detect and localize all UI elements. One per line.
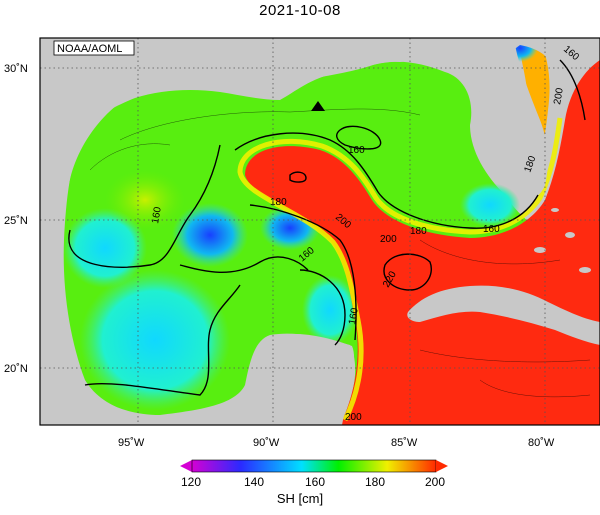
triangle-marker: [311, 101, 325, 111]
lon-label: 80˚W: [528, 437, 555, 449]
graticule: [40, 38, 600, 425]
contour-label: 160: [483, 224, 500, 235]
contour-label: 200: [380, 234, 397, 245]
contour-label: 160: [348, 145, 365, 156]
map-frame: [39, 37, 600, 426]
loop-current-edge: [237, 117, 563, 422]
bahamas-island-1: [534, 247, 546, 253]
contour-label: 200: [552, 87, 566, 106]
cuba-island: [407, 285, 600, 345]
central-eddy-low-1: [172, 203, 248, 267]
contour-label: 180: [410, 226, 427, 237]
lon-label: 95˚W: [118, 437, 145, 449]
contour-label: 160: [347, 307, 361, 326]
lat-label: 30˚N: [4, 63, 28, 75]
lon-label: 90˚W: [253, 437, 280, 449]
bahamas-island-2: [565, 232, 575, 238]
contour-label: 180: [270, 197, 287, 208]
mexico-land: [40, 130, 250, 425]
colorbar: [191, 459, 437, 473]
colorbar-max-arrow: [436, 460, 448, 472]
west-warm-patch: [105, 170, 185, 230]
colorbar-tick: 160: [305, 475, 325, 489]
thin-contour-lines: [89, 108, 591, 398]
lat-label: 20˚N: [4, 363, 28, 375]
bahamas-island-3: [579, 267, 591, 273]
loop-current-warm-water: [245, 60, 600, 425]
credit-text: NOAA/AOML: [57, 43, 122, 55]
lat-label: 25˚N: [4, 215, 28, 227]
bahamas-island-4: [551, 208, 559, 212]
colorbar-tick: 140: [244, 475, 264, 489]
lon-label: 85˚W: [391, 437, 418, 449]
colorbar-tick: 180: [365, 475, 385, 489]
us-coastline: [40, 38, 600, 135]
colorbar-tick: 120: [181, 475, 201, 489]
colorbar-tick: 200: [425, 475, 445, 489]
southwest-cool-area: [80, 270, 230, 410]
colorbar-label: SH [cm]: [276, 491, 324, 506]
credit-box: [53, 40, 135, 56]
florida-peninsula: [470, 45, 548, 197]
map-title: 2021-10-08: [259, 2, 341, 19]
yucatan-peninsula: [245, 333, 355, 425]
colorbar-min-arrow: [180, 460, 192, 472]
florida-cool-area: [460, 183, 520, 227]
contour-label: 200: [345, 412, 362, 423]
contour-lines: [68, 59, 586, 396]
